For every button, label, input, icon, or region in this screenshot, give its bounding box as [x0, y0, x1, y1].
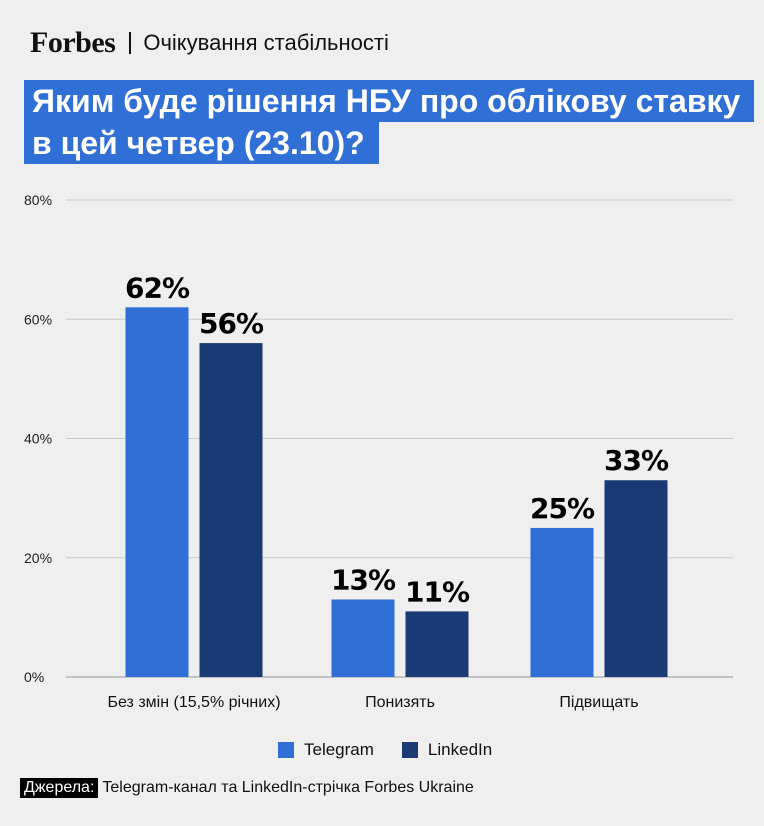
title-line-2: в цей четвер (23.10)?	[24, 122, 379, 164]
legend-swatch-linkedin	[401, 742, 418, 758]
bar-chart: 0% 20% 40% 60% 80% 62% 56% Без змін (15,5% річн…	[24, 192, 733, 711]
y-tick-label: 0%	[24, 669, 44, 685]
chart-title: Яким буде рішення НБУ про облікову ставк…	[24, 80, 755, 164]
data-label: 11%	[405, 575, 470, 608]
category-label: Без змін (15,5% річних)	[107, 694, 280, 711]
data-label: 33%	[604, 444, 669, 477]
legend: Telegram LinkedIn	[278, 740, 492, 760]
y-tick-label: 40%	[24, 431, 52, 447]
category-label: Понизять	[365, 694, 435, 711]
bar-telegram	[530, 527, 594, 677]
legend-swatch-telegram	[278, 742, 294, 758]
title-line-1: Яким буде рішення НБУ про облікову ставк…	[24, 80, 755, 122]
source-note: Джерела: Telegram-канал та LinkedIn-стрі…	[20, 778, 474, 798]
legend-label-linkedin: LinkedIn	[427, 740, 493, 759]
data-label: 25%	[530, 492, 595, 525]
legend-item-linkedin: LinkedIn	[401, 740, 493, 760]
data-label: 62%	[125, 271, 190, 304]
data-label: 56%	[199, 307, 264, 340]
bar-linkedin	[405, 611, 469, 677]
y-tick-label: 80%	[24, 192, 52, 208]
source-tag: Джерела:	[20, 778, 99, 798]
bar-telegram	[331, 599, 395, 677]
series-title: Очікування стабільності	[143, 30, 389, 55]
data-label: 13%	[331, 563, 396, 596]
header: Forbes Очікування стабільності	[30, 26, 389, 60]
y-tick-label: 60%	[24, 311, 52, 327]
bar-linkedin	[604, 480, 668, 677]
bar-telegram	[125, 307, 189, 677]
y-tick-label: 20%	[24, 550, 52, 566]
bar-linkedin	[199, 343, 263, 677]
category-label: Підвищать	[559, 694, 638, 711]
legend-item-telegram: Telegram	[278, 740, 374, 760]
legend-label-telegram: Telegram	[304, 740, 374, 759]
forbes-logo: Forbes	[30, 26, 116, 59]
header-divider	[129, 32, 132, 54]
source-text: Telegram-канал та LinkedIn-стрічка Forbe…	[102, 779, 474, 796]
